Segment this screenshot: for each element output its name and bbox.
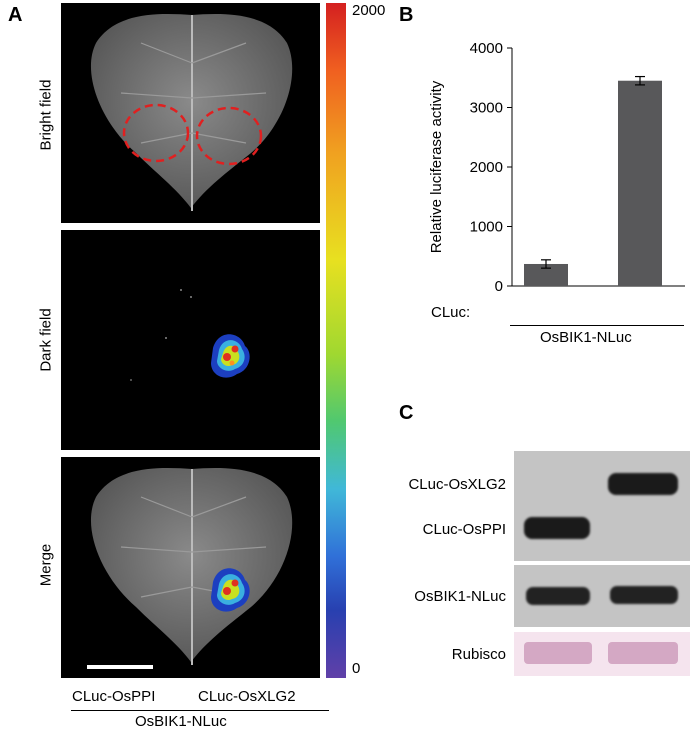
y-tick-label: 1000 (470, 219, 503, 236)
band-cluc-osppi (524, 517, 590, 539)
y-axis-label: Relative luciferase activity (428, 80, 445, 253)
y-tick-label: 0 (495, 278, 503, 295)
panel-c-letter: C (399, 402, 414, 424)
blot-top (514, 451, 690, 561)
bar-chart: 0 1000 2000 3000 4000 Relative luciferase act… (428, 40, 685, 305)
y-tick-label: 4000 (470, 40, 503, 57)
group-divider-line-b (510, 325, 684, 326)
group-label-a: OsBIK1-NLuc (135, 713, 227, 730)
row-label-dark-field: Dark field (37, 308, 55, 372)
colorbar-max-label: 2000 (352, 2, 386, 19)
dark-field-image (61, 230, 320, 450)
x-tick-label-osppi: OsPPI (524, 303, 567, 305)
cluc-prefix-label: CLuc: (431, 304, 471, 321)
y-tick-label: 2000 (470, 159, 503, 176)
lane-label-cluc-osppi: CLuc-OsPPI (72, 688, 156, 705)
lane-label-cluc-osxlg2: CLuc-OsXLG2 (198, 688, 296, 705)
colorbar (326, 3, 346, 678)
leaf-bright-svg (90, 14, 293, 211)
x-tick-label-osxlg2: OsXLG2 (611, 303, 669, 305)
label-rubisco: Rubisco (451, 646, 506, 663)
scale-bar (87, 665, 153, 669)
colorbar-min-label: 0 (352, 660, 361, 677)
lane-divider-line (71, 710, 329, 711)
leaf-merge-svg (87, 468, 293, 669)
panel-a-letter: A (8, 4, 23, 26)
label-osbik1-nluc: OsBIK1-NLuc (414, 588, 506, 605)
band-cluc-osxlg2 (608, 473, 678, 495)
group-label-b: OsBIK1-NLuc (540, 329, 632, 346)
panel-b-letter: B (399, 4, 414, 26)
circle-right (195, 106, 263, 166)
row-label-merge: Merge (37, 543, 55, 587)
bright-field-image (61, 3, 320, 223)
merge-image (61, 457, 320, 678)
dark-field-svg (130, 289, 250, 381)
circle-left (122, 103, 190, 163)
luminescence-spot-merge (211, 568, 250, 612)
label-cluc-osppi: CLuc-OsPPI (422, 521, 506, 538)
band-osbik1-nluc-lane1 (526, 587, 590, 605)
luminescence-spot-dark (211, 334, 250, 378)
band-osbik1-nluc-lane2 (610, 586, 678, 604)
bar-osppi (524, 263, 568, 286)
blot-middle (514, 565, 690, 627)
label-cluc-osxlg2: CLuc-OsXLG2 (408, 476, 506, 493)
blot-rubisco (514, 632, 690, 676)
bar-osxlg2 (618, 80, 662, 286)
y-tick-label: 3000 (470, 100, 503, 117)
band-rubisco-lane1 (524, 642, 592, 664)
band-rubisco-lane2 (608, 642, 678, 664)
row-label-bright-field: Bright field (37, 79, 55, 151)
